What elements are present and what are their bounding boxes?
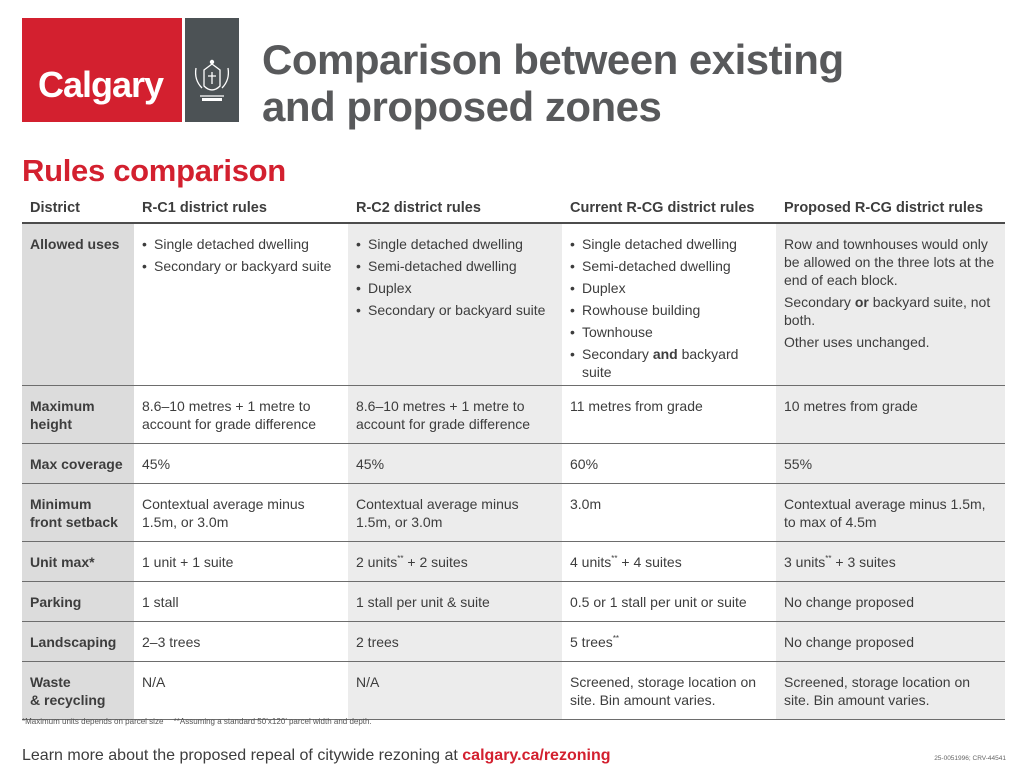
calgary-logo-block xyxy=(22,18,182,122)
document-code: 25-0051996; CRV-44541 xyxy=(934,755,1006,762)
cell-rcg-proposed-max-coverage: 55% xyxy=(776,443,1005,484)
rules-comparison-table: District R-C1 district rules R-C2 distri… xyxy=(22,193,1005,720)
row-label-parking: Parking xyxy=(22,581,134,622)
proposed-uses-note: Row and townhouses would only be allowed… xyxy=(784,236,995,288)
list-item: Duplex xyxy=(356,279,554,297)
calgary-logo-text: Calgary xyxy=(38,64,164,105)
table-row-allowed-uses: Allowed uses Single detached dwelling Se… xyxy=(22,223,1005,386)
cell-rc1-allowed-uses: Single detached dwelling Secondary or ba… xyxy=(134,223,348,386)
cell-rcg-proposed-parking: No change proposed xyxy=(776,581,1005,622)
cell-rcg-proposed-waste: Screened, storage location on site. Bin … xyxy=(776,661,1005,720)
page-title: Comparison between existing and proposed… xyxy=(262,36,844,130)
row-label-allowed-uses: Allowed uses xyxy=(22,223,134,386)
logo-crest-panel xyxy=(185,18,239,122)
learn-more-text: Learn more about the proposed repeal of … xyxy=(22,747,463,764)
cell-rc2-parking: 1 stall per unit & suite xyxy=(348,581,562,622)
cell-rcg-current-unit-max: 4 units** + 4 suites xyxy=(562,541,776,582)
cell-rc1-unit-max: 1 unit + 1 suite xyxy=(134,541,348,582)
cell-rc1-max-height: 8.6–10 metres + 1 metre to account for g… xyxy=(134,385,348,444)
page-title-line-2: and proposed zones xyxy=(262,83,662,130)
cell-rc2-landscaping: 2 trees xyxy=(348,621,562,662)
page-title-line-1: Comparison between existing xyxy=(262,36,844,83)
cell-rcg-current-max-coverage: 60% xyxy=(562,443,776,484)
cell-rc2-max-height: 8.6–10 metres + 1 metre to account for g… xyxy=(348,385,562,444)
table-header-row: District R-C1 district rules R-C2 distri… xyxy=(22,193,1005,224)
section-title: Rules comparison xyxy=(22,153,286,188)
row-label-front-setback: Minimum front setback xyxy=(22,483,134,542)
cell-rcg-current-front-setback: 3.0m xyxy=(562,483,776,542)
header-rc2: R-C2 district rules xyxy=(348,193,562,224)
cell-rcg-proposed-allowed-uses: Row and townhouses would only be allowed… xyxy=(776,223,1005,386)
proposed-suite-note: Secondary or backyard suite, not both. xyxy=(784,294,991,328)
list-item: Rowhouse building xyxy=(570,301,768,319)
cell-rcg-current-landscaping: 5 trees** xyxy=(562,621,776,662)
list-item: Townhouse xyxy=(570,323,768,341)
cell-rcg-proposed-max-height: 10 metres from grade xyxy=(776,385,1005,444)
header-district: District xyxy=(22,193,134,224)
table-row-front-setback: Minimum front setback Contextual average … xyxy=(22,483,1005,542)
list-item: Duplex xyxy=(570,279,768,297)
row-label-unit-max: Unit max* xyxy=(22,541,134,582)
table-row-max-coverage: Max coverage 45% 45% 60% 55% xyxy=(22,443,1005,484)
row-label-waste: Waste & recycling xyxy=(22,661,134,720)
list-item: Secondary or backyard suite xyxy=(142,257,340,275)
table-row-landscaping: Landscaping 2–3 trees 2 trees 5 trees** … xyxy=(22,621,1005,662)
city-crest-icon xyxy=(194,59,230,101)
list-item: Single detached dwelling xyxy=(570,235,768,253)
list-item: Single detached dwelling xyxy=(356,235,554,253)
table-row-parking: Parking 1 stall 1 stall per unit & suite… xyxy=(22,581,1005,622)
cell-rc1-landscaping: 2–3 trees xyxy=(134,621,348,662)
list-item: Secondary and backyard suite xyxy=(570,345,768,381)
header-rc1: R-C1 district rules xyxy=(134,193,348,224)
row-label-max-coverage: Max coverage xyxy=(22,443,134,484)
header-rcg-current: Current R-CG district rules xyxy=(562,193,776,224)
cell-rc2-waste: N/A xyxy=(348,661,562,720)
proposed-other-note: Other uses unchanged. xyxy=(784,334,930,350)
cell-rcg-current-parking: 0.5 or 1 stall per unit or suite xyxy=(562,581,776,622)
cell-rc1-max-coverage: 45% xyxy=(134,443,348,484)
cell-rcg-current-allowed-uses: Single detached dwelling Semi-detached d… xyxy=(562,223,776,386)
cell-rc2-max-coverage: 45% xyxy=(348,443,562,484)
row-label-max-height: Maximum height xyxy=(22,385,134,444)
table-row-waste: Waste & recycling N/A N/A Screened, stora… xyxy=(22,661,1005,720)
cell-rc2-front-setback: Contextual average minus 1.5m, or 3.0m xyxy=(348,483,562,542)
cell-rcg-current-waste: Screened, storage location on site. Bin … xyxy=(562,661,776,720)
list-item: Semi-detached dwelling xyxy=(570,257,768,275)
rezoning-link[interactable]: calgary.ca/rezoning xyxy=(462,747,611,764)
cell-rc2-allowed-uses: Single detached dwelling Semi-detached d… xyxy=(348,223,562,386)
list-item: Single detached dwelling xyxy=(142,235,340,253)
table-row-max-height: Maximum height 8.6–10 metres + 1 metre to… xyxy=(22,385,1005,444)
row-label-landscaping: Landscaping xyxy=(22,621,134,662)
list-item: Semi-detached dwelling xyxy=(356,257,554,275)
header-rcg-proposed: Proposed R-CG district rules xyxy=(776,193,1005,224)
learn-more-line: Learn more about the proposed repeal of … xyxy=(22,747,610,765)
cell-rcg-current-max-height: 11 metres from grade xyxy=(562,385,776,444)
footnote-parcel: **Assuming a standard 50’x120’ parcel wi… xyxy=(173,717,372,726)
table-row-unit-max: Unit max* 1 unit + 1 suite 2 units** + 2… xyxy=(22,541,1005,582)
cell-rc2-unit-max: 2 units** + 2 suites xyxy=(348,541,562,582)
cell-rc1-parking: 1 stall xyxy=(134,581,348,622)
cell-rcg-proposed-unit-max: 3 units** + 3 suites xyxy=(776,541,1005,582)
cell-rc1-waste: N/A xyxy=(134,661,348,720)
footnote-units: *Maximum units depends on parcel size xyxy=(22,717,164,726)
list-item: Secondary or backyard suite xyxy=(356,301,554,319)
footnotes: *Maximum units depends on parcel size **… xyxy=(22,717,380,726)
cell-rcg-proposed-landscaping: No change proposed xyxy=(776,621,1005,662)
cell-rc1-front-setback: Contextual average minus 1.5m, or 3.0m xyxy=(134,483,348,542)
cell-rcg-proposed-front-setback: Contextual average minus 1.5m, to max of… xyxy=(776,483,1005,542)
